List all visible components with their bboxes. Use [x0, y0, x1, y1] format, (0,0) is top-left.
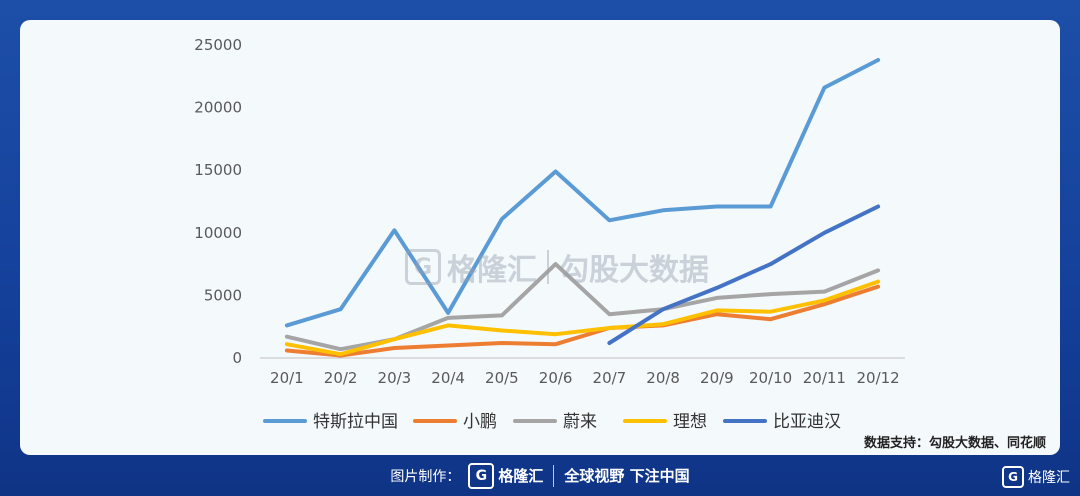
data-point: [285, 342, 289, 346]
data-point: [715, 205, 719, 209]
y-tick-label: 25000: [194, 36, 242, 54]
x-tick-label: 20/6: [539, 369, 573, 387]
data-point: [715, 308, 719, 312]
data-point: [446, 343, 450, 347]
data-point: [500, 313, 504, 317]
y-tick-label: 0: [232, 349, 242, 367]
data-point: [607, 312, 611, 316]
x-tick-label: 20/1: [270, 369, 304, 387]
data-point: [822, 231, 826, 235]
x-tick-label: 20/3: [378, 369, 412, 387]
legend-label-4: 理想: [673, 412, 707, 432]
series-line-2: [284, 284, 881, 358]
series-line-1: [284, 58, 881, 328]
legend-label-3: 蔚来: [563, 412, 597, 432]
data-point: [500, 341, 504, 345]
data-point: [446, 316, 450, 320]
data-point: [339, 352, 343, 356]
data-point: [715, 312, 719, 316]
data-point: [715, 296, 719, 300]
data-point: [554, 169, 558, 173]
data-point: [661, 208, 665, 212]
data-point: [339, 307, 343, 311]
footer-slogan: 全球视野 下注中国: [564, 467, 690, 485]
footer-brand: 格隆汇: [498, 467, 544, 485]
data-point: [822, 290, 826, 294]
data-point: [285, 335, 289, 339]
footer-logo: G: [468, 462, 495, 489]
data-point: [339, 347, 343, 351]
data-point: [822, 298, 826, 302]
data-point: [285, 348, 289, 352]
data-point: [822, 86, 826, 90]
data-point: [876, 58, 880, 62]
footer-divider: [553, 464, 555, 487]
legend-label-2: 小鹏: [463, 412, 497, 432]
data-point: [446, 323, 450, 327]
data-point: [607, 341, 611, 345]
data-point: [769, 205, 773, 209]
corner-logo-brand: 格隆汇: [1028, 470, 1070, 486]
x-tick-label: 20/12: [857, 369, 900, 387]
x-tick-label: 20/4: [431, 369, 465, 387]
data-point: [822, 302, 826, 306]
corner-logo: G 格隆汇: [1002, 466, 1070, 488]
data-point: [876, 268, 880, 272]
line-chart: 0 5000 10000 15000 20000 25000 20/1 20/2 20/3 20/…: [194, 36, 905, 432]
data-point: [285, 323, 289, 327]
data-point: [769, 317, 773, 321]
data-point: [392, 337, 396, 341]
data-point: [715, 286, 719, 290]
x-tick-label: 20/9: [700, 369, 734, 387]
legend-label-1: 特斯拉中国: [313, 412, 398, 432]
x-tick-label: 20/11: [803, 369, 846, 387]
data-point: [607, 326, 611, 330]
y-tick-label: 15000: [194, 161, 242, 179]
data-point: [769, 310, 773, 314]
data-point: [554, 342, 558, 346]
data-point: [446, 311, 450, 315]
chart-panel: 0 5000 10000 15000 20000 25000 20/1 20/2 20/3 20/…: [20, 20, 1060, 455]
data-point: [661, 322, 665, 326]
y-tick-label: 10000: [194, 224, 242, 242]
data-point: [661, 307, 665, 311]
data-point: [876, 280, 880, 284]
corner-logo-icon: G: [1002, 466, 1024, 488]
data-point: [607, 218, 611, 222]
x-tick-label: 20/2: [324, 369, 358, 387]
y-tick-label: 20000: [194, 99, 242, 117]
data-point: [554, 332, 558, 336]
x-tick-label: 20/7: [593, 369, 627, 387]
legend-label-5: 比亚迪汉: [773, 412, 841, 432]
data-point: [769, 262, 773, 266]
series-line-4: [284, 279, 881, 357]
footer: 图片制作： G 格隆汇 全球视野 下注中国: [0, 455, 1080, 496]
data-point: [500, 217, 504, 221]
source-note: 数据支持：勾股大数据、同花顺: [863, 436, 1046, 451]
x-tick-label: 20/10: [749, 369, 792, 387]
data-point: [500, 328, 504, 332]
series-line-5: [607, 204, 881, 345]
x-tick-label: 20/8: [646, 369, 680, 387]
x-tick-label: 20/5: [485, 369, 519, 387]
data-point: [876, 205, 880, 209]
data-point: [876, 285, 880, 289]
y-tick-label: 5000: [204, 286, 242, 304]
footer-label: 图片制作：: [390, 468, 461, 485]
data-point: [554, 262, 558, 266]
data-point: [392, 228, 396, 232]
data-point: [392, 346, 396, 350]
data-point: [769, 292, 773, 296]
